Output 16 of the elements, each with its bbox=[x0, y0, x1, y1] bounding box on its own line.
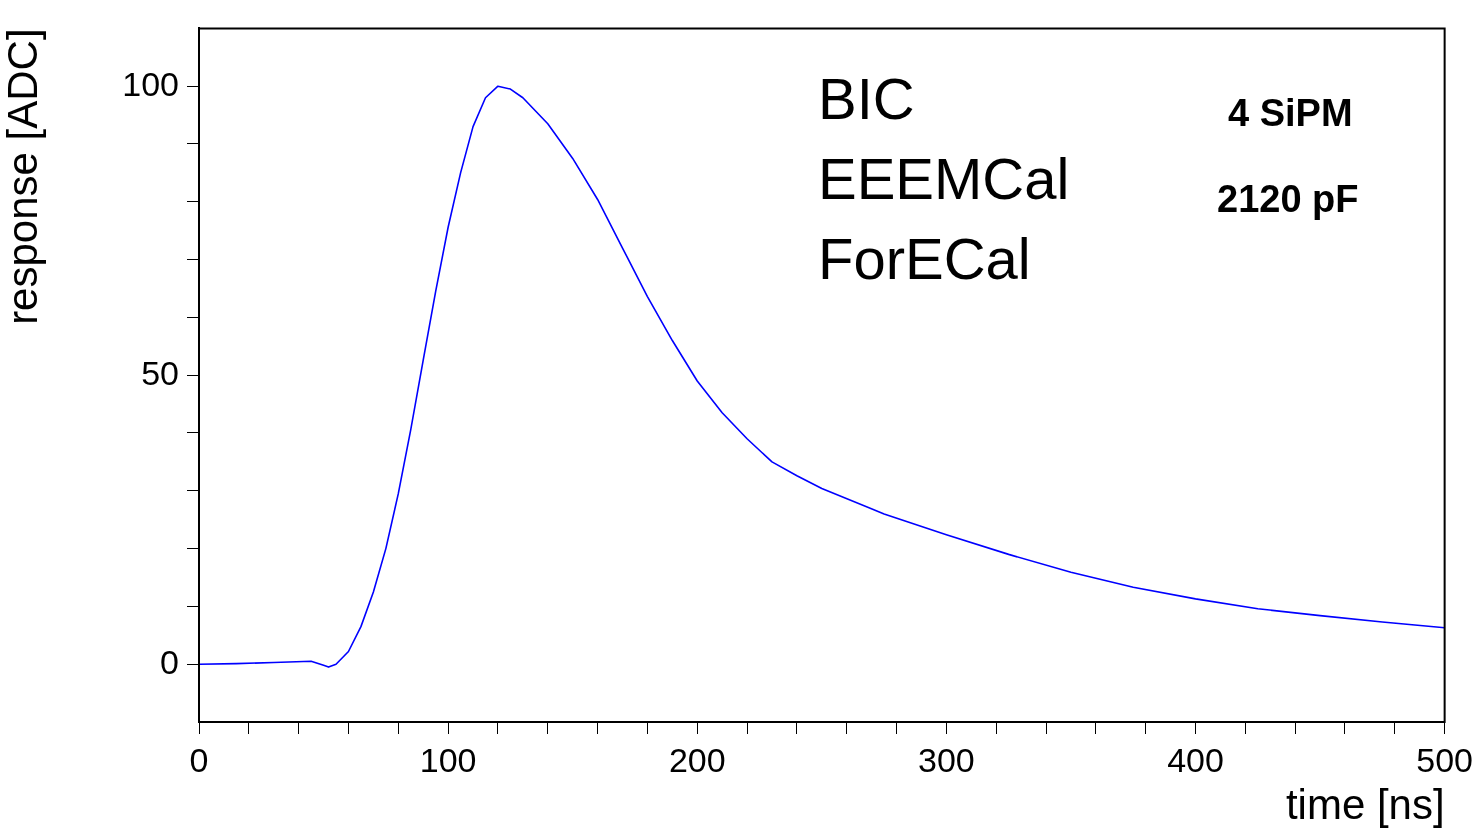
annotation: 2120 pF bbox=[1217, 178, 1359, 220]
x-tick-label: 500 bbox=[1416, 740, 1473, 779]
x-tick-label: 200 bbox=[668, 740, 726, 779]
y-axis-title: response [ADC] bbox=[0, 28, 46, 325]
annotation: EEEMCal bbox=[818, 146, 1070, 211]
x-tick-label: 0 bbox=[189, 740, 209, 779]
annotation: BIC bbox=[818, 66, 915, 131]
y-tick-label: 0 bbox=[160, 642, 179, 681]
x-tick-label: 400 bbox=[1167, 740, 1224, 779]
y-tick-label: 100 bbox=[122, 64, 179, 103]
annotation: 4 SiPM bbox=[1228, 92, 1353, 134]
y-tick-label: 50 bbox=[141, 353, 179, 392]
x-axis-title: time [ns] bbox=[1285, 781, 1445, 829]
annotation: ForECal bbox=[818, 226, 1031, 291]
x-tick-label: 300 bbox=[918, 740, 975, 779]
x-tick-label: 100 bbox=[419, 740, 477, 779]
